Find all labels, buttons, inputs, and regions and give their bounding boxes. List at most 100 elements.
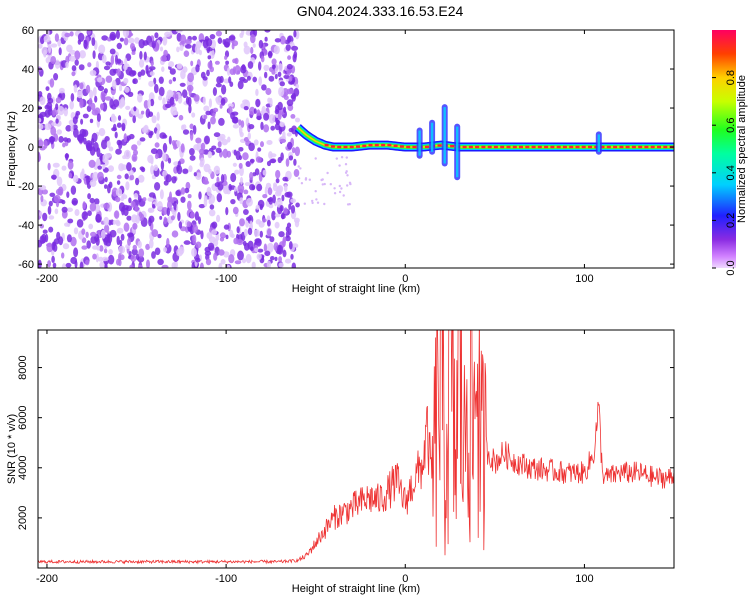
- noise-blob: [189, 123, 194, 130]
- noise-blob: [66, 191, 70, 198]
- noise-blob: [285, 158, 290, 167]
- noise-blob: [189, 131, 194, 141]
- noise-blob: [162, 170, 168, 177]
- noise-blob: [92, 87, 97, 97]
- noise-blob: [249, 171, 254, 181]
- noise-blob: [183, 240, 191, 245]
- noise-blob: [115, 30, 120, 39]
- y-tick-label: 8000: [17, 355, 29, 379]
- noise-blob: [76, 219, 84, 228]
- noise-blob: [57, 186, 64, 196]
- signal-peak: [324, 143, 329, 147]
- x-tick-label: -200: [36, 573, 58, 585]
- noise-blob: [147, 197, 154, 202]
- noise-blob: [157, 258, 164, 266]
- noise-blob: [148, 111, 154, 117]
- y-tick-label: 40: [22, 64, 34, 76]
- noise-blob: [130, 43, 135, 50]
- noise-blob: [76, 134, 84, 142]
- noise-blob: [172, 77, 176, 82]
- noise-blob: [242, 240, 247, 246]
- noise-blob: [101, 54, 107, 64]
- noise-blob: [212, 112, 216, 118]
- noise-blob: [102, 164, 106, 170]
- noise-blob: [191, 247, 197, 257]
- noise-blob: [39, 111, 47, 117]
- noise-blob: [123, 64, 128, 71]
- noise-blob: [246, 216, 252, 221]
- signal-peak: [600, 145, 605, 149]
- noise-blob: [142, 197, 147, 202]
- signal-peak: [362, 144, 367, 148]
- noise-blob: [257, 147, 262, 152]
- noise-blob: [149, 66, 156, 71]
- noise-blob: [154, 247, 161, 256]
- noise-blob: [254, 238, 262, 244]
- noise-blob: [92, 50, 96, 59]
- noise-blob: [42, 212, 48, 222]
- noise-blob: [91, 132, 98, 143]
- noise-blob: [277, 71, 282, 78]
- noise-blob: [91, 102, 96, 112]
- noise-blob: [134, 205, 139, 213]
- signal-peak: [399, 145, 404, 148]
- noise-blob: [286, 99, 294, 107]
- noise-blob: [266, 242, 274, 253]
- noise-blob: [268, 196, 274, 205]
- signal-peak: [544, 145, 549, 149]
- noise-blob: [178, 114, 184, 121]
- noise-blob: [242, 152, 249, 161]
- noise-blob: [67, 160, 74, 170]
- noise-blob: [151, 251, 156, 259]
- noise-blob: [188, 165, 193, 173]
- noise-blob: [143, 51, 147, 61]
- noise-blob: [274, 221, 280, 229]
- noise-blob: [61, 252, 65, 259]
- noise-dot: [308, 178, 311, 181]
- noise-blob: [149, 239, 154, 249]
- noise-blob: [128, 197, 132, 204]
- noise-blob: [278, 63, 283, 72]
- burst-core: [418, 130, 421, 156]
- noise-blob: [169, 191, 172, 202]
- spectrogram-marks: [38, 30, 674, 268]
- noise-blob: [115, 188, 123, 197]
- noise-blob: [104, 264, 108, 268]
- noise-blob: [237, 250, 244, 261]
- noise-blob: [121, 122, 126, 132]
- noise-blob: [87, 62, 92, 68]
- noise-blob: [294, 219, 300, 228]
- noise-blob: [66, 44, 73, 53]
- noise-blob: [189, 148, 195, 156]
- noise-blob: [111, 127, 117, 132]
- noise-blob: [245, 253, 252, 264]
- noise-blob: [279, 35, 286, 45]
- noise-blob: [103, 248, 108, 254]
- noise-blob: [39, 223, 44, 229]
- noise-blob: [219, 104, 223, 109]
- noise-blob: [154, 142, 160, 148]
- noise-blob: [187, 200, 192, 210]
- noise-blob: [52, 262, 57, 268]
- noise-blob: [58, 47, 62, 56]
- noise-blob: [187, 72, 195, 83]
- noise-blob: [139, 50, 143, 60]
- noise-blob: [290, 114, 296, 119]
- noise-blob: [154, 83, 159, 94]
- noise-blob: [101, 35, 109, 41]
- noise-blob: [107, 254, 115, 265]
- spectrogram-frame: [37, 29, 675, 269]
- noise-blob: [77, 32, 85, 43]
- noise-blob: [177, 211, 181, 222]
- noise-blob: [47, 205, 52, 215]
- noise-blob: [232, 124, 239, 129]
- noise-dot: [340, 156, 344, 159]
- noise-blob: [277, 156, 282, 164]
- noise-blob: [123, 37, 129, 46]
- noise-blob: [138, 39, 145, 49]
- noise-blob: [183, 50, 190, 57]
- noise-dot: [329, 183, 332, 186]
- noise-blob: [295, 83, 300, 89]
- noise-blob: [224, 38, 231, 48]
